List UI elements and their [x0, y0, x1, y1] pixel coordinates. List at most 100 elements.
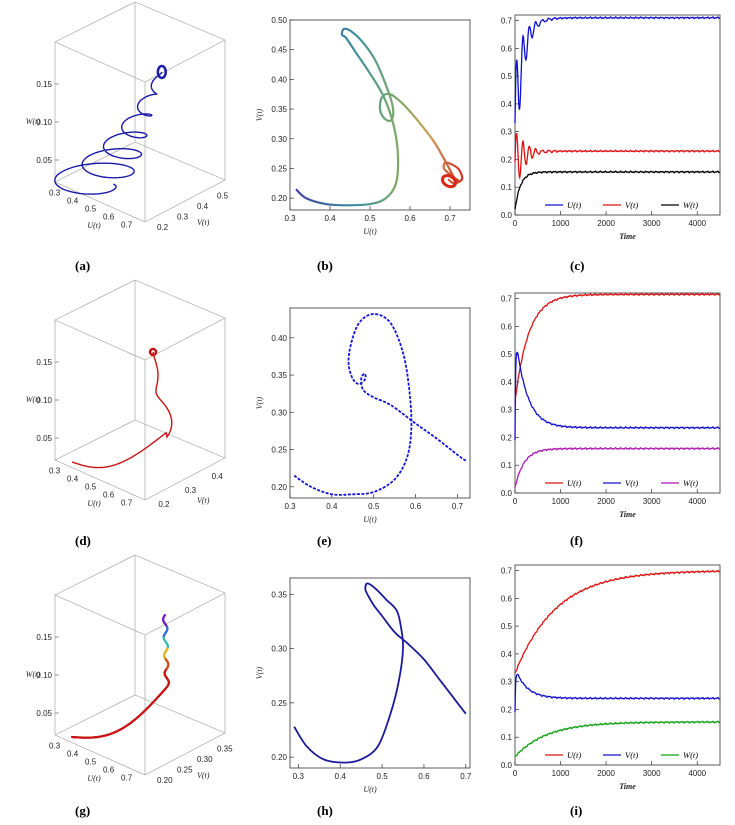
z-tick-label: 0.05	[36, 156, 52, 165]
y-tick-label: 0.25	[271, 164, 287, 173]
box-edge	[54, 459, 146, 501]
y-tick-label: 0.6	[501, 594, 513, 603]
box-edge	[144, 317, 226, 361]
chart-e: 0.20 0.25 0.30 0.35 0.40 0.3 0.4 0.5 0.6 0.7 U(t) V…	[255, 307, 471, 524]
y-tick-label: 0.1	[501, 733, 513, 742]
caption-a: (a)	[75, 258, 91, 273]
x-tick-label: 0.3	[49, 467, 61, 476]
caption-d: (d)	[75, 533, 91, 548]
y-tick-label: 0.40	[271, 75, 287, 84]
x-tick-label: 0.3	[284, 502, 296, 511]
y-tick-label: 0.5	[501, 350, 513, 359]
box-edge	[144, 179, 226, 223]
x-tick-label: 0.4	[67, 475, 79, 484]
series-line-Wt	[514, 446, 721, 488]
limit-cycle	[156, 64, 168, 80]
x-tick-label: 2000	[597, 219, 615, 228]
y-tick-label: 0.30	[271, 135, 287, 144]
x-tick-label: 0.5	[85, 483, 97, 492]
legend-label: U(t)	[567, 478, 581, 488]
y-tick-label: 0.30	[271, 408, 287, 417]
x-tick-label: 4000	[688, 219, 706, 228]
legend-label: U(t)	[567, 750, 581, 760]
y-tick-label: 0.4	[501, 100, 513, 109]
y-tick-label: 0.5	[501, 72, 513, 81]
box-edge	[54, 694, 136, 736]
y-tick-label: 0.4	[212, 472, 224, 481]
chart-i: 0.0 0.1 0.2 0.3 0.4 0.5 0.6 0.7 0 1000 2000 3000 400…	[501, 564, 721, 791]
box-edge	[54, 554, 136, 596]
x-axis-label: U(t)	[363, 785, 377, 794]
box-edge	[134, 141, 226, 181]
caption-f: (f)	[570, 533, 583, 548]
x-tick-label: 0.7	[121, 221, 133, 230]
x-tick-label: 1000	[552, 769, 570, 778]
chart-d: 0.05 0.10 0.15 W(t) 0.3 0.4 0.5 0.6 0.7 U(t) 0.2 0.…	[26, 279, 226, 509]
y-tick-label: 0.3	[501, 406, 513, 415]
z-tick-label: 0.15	[36, 358, 52, 367]
box-edge	[54, 41, 146, 83]
y-tick-label: 0.35	[271, 371, 287, 380]
x-tick-label: 0.3	[49, 189, 61, 198]
y-tick-label: 0.3	[177, 212, 189, 221]
y-tick-label: 0.5	[217, 191, 229, 200]
y-axis-label: V(t)	[197, 771, 210, 780]
series-line-Vt	[514, 351, 721, 441]
chart-f: 0.0 0.1 0.2 0.3 0.4 0.5 0.6 0.7 0 1000 2000 3000 400…	[501, 292, 721, 519]
x-tick-label: 0.7	[452, 502, 464, 511]
x-tick-label: 0.7	[121, 499, 133, 508]
series-line-Wt	[514, 170, 721, 210]
x-tick-label: 3000	[643, 219, 661, 228]
y-tick-label: 0.2	[501, 155, 513, 164]
box-edge	[54, 319, 146, 361]
plot-frame	[514, 14, 721, 216]
x-tick-label: 2000	[597, 769, 615, 778]
y-tick-label: 0.35	[217, 744, 233, 753]
legend-label: U(t)	[567, 200, 581, 210]
z-tick-label: 0.05	[36, 709, 52, 718]
trajectory-line	[71, 351, 173, 469]
box-edge	[54, 1, 136, 43]
x-axis-label: Time	[619, 510, 636, 519]
trajectory-line	[54, 71, 163, 195]
z-tick-label: 0.10	[36, 671, 52, 680]
y-tick-label: 0.20	[271, 483, 287, 492]
y-tick-label: 0.35	[271, 590, 287, 599]
y-axis-label: V(t)	[255, 396, 264, 409]
x-tick-label: 0.7	[121, 774, 133, 783]
x-tick-label: 0.5	[364, 214, 376, 223]
x-axis-label: Time	[619, 782, 636, 791]
x-tick-label: 0.4	[324, 214, 336, 223]
x-tick-label: 0.3	[284, 214, 296, 223]
trajectory-line	[293, 582, 467, 764]
x-axis-label: U(t)	[87, 499, 101, 508]
series-line-Vt	[514, 673, 721, 713]
y-tick-label: 0.5	[501, 622, 513, 631]
x-axis-label: U(t)	[363, 515, 377, 524]
x-tick-label: 0.6	[103, 491, 115, 500]
box-edge	[54, 734, 146, 776]
y-tick-label: 0.3	[501, 678, 513, 687]
x-tick-label: 0	[513, 497, 518, 506]
y-tick-label: 0.6	[501, 44, 513, 53]
x-tick-label: 0.4	[326, 502, 338, 511]
x-axis-label: Time	[619, 232, 636, 241]
y-tick-label: 0.30	[197, 755, 213, 764]
x-tick-label: 3000	[643, 497, 661, 506]
caption-b: (b)	[317, 258, 333, 273]
x-tick-label: 0.6	[418, 772, 430, 781]
caption-h: (h)	[317, 803, 333, 818]
y-tick-label: 0.20	[271, 194, 287, 203]
y-axis-label: V(t)	[255, 666, 264, 679]
legend-label: W(t)	[683, 478, 698, 488]
y-tick-label: 0.25	[271, 699, 287, 708]
z-axis-label: W(t)	[26, 395, 41, 404]
plot-frame	[289, 19, 471, 211]
y-tick-label: 0.0	[501, 489, 513, 498]
box-edge	[134, 554, 226, 594]
y-tick-label: 0.25	[271, 446, 287, 455]
box-edge	[134, 1, 226, 41]
z-axis-label: W(t)	[26, 670, 41, 679]
legend-label: W(t)	[683, 200, 698, 210]
y-tick-label: 0.0	[501, 211, 513, 220]
